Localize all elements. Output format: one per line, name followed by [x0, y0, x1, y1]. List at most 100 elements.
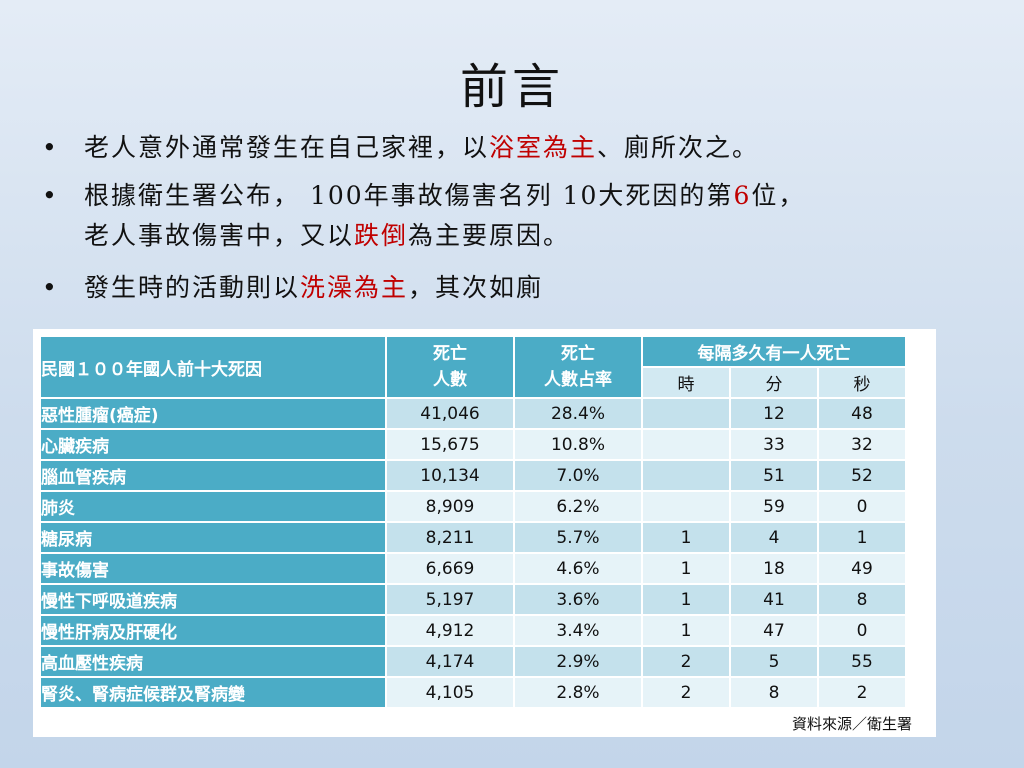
cell-cause: 糖尿病	[41, 523, 385, 552]
cell-deaths: 10,134	[387, 461, 513, 490]
bullet-2-text-mid: 位，	[751, 181, 806, 210]
cell-minute: 4	[731, 523, 817, 552]
bullet-1-text-end: 、廁所次之。	[597, 133, 760, 162]
bullet-2-line2-text: 老人事故傷害中，又以	[84, 221, 355, 250]
table-row: 慢性肝病及肝硬化 4,912 3.4% 1 47 0	[41, 616, 905, 645]
bullet-1-highlight: 浴室為主	[489, 133, 598, 162]
cell-share: 7.0%	[515, 461, 641, 490]
bullet-3-highlight: 洗澡為主	[300, 273, 409, 302]
table-row: 惡性腫瘤(癌症) 41,046 28.4% 12 48	[41, 399, 905, 428]
cell-hour	[643, 430, 729, 459]
cell-deaths: 8,909	[387, 492, 513, 521]
cell-second: 0	[819, 492, 905, 521]
cell-cause: 慢性下呼吸道疾病	[41, 585, 385, 614]
header-deaths: 死亡 人數	[387, 337, 513, 397]
bullet-2-text-end: 為主要原因。	[408, 221, 571, 250]
table-row: 肺炎 8,909 6.2% 59 0	[41, 492, 905, 521]
cell-share: 2.8%	[515, 678, 641, 707]
bullet-item-2: • 根據衛生署公布， 100年事故傷害名列 10大死因的第6位， 老人事故傷害中…	[40, 176, 990, 256]
bullet-3-text-end: ，其次如廁	[408, 273, 544, 302]
cell-minute: 8	[731, 678, 817, 707]
header-share: 死亡 人數占率	[515, 337, 641, 397]
cell-hour	[643, 399, 729, 428]
header-second: 秒	[819, 368, 905, 397]
cell-deaths: 4,105	[387, 678, 513, 707]
cell-second: 8	[819, 585, 905, 614]
cell-share: 4.6%	[515, 554, 641, 583]
bullet-1-text: 老人意外通常發生在自己家裡，以	[84, 133, 490, 162]
cell-share: 3.4%	[515, 616, 641, 645]
cell-hour: 2	[643, 647, 729, 676]
cell-minute: 5	[731, 647, 817, 676]
bullet-2-highlight-fall: 跌倒	[354, 221, 409, 250]
table-row: 高血壓性疾病 4,174 2.9% 2 5 55	[41, 647, 905, 676]
cell-cause: 慢性肝病及肝硬化	[41, 616, 385, 645]
bullet-2-highlight-rank: 6	[733, 181, 752, 210]
cell-share: 6.2%	[515, 492, 641, 521]
cell-deaths: 4,912	[387, 616, 513, 645]
header-deaths-line2: 人數	[433, 370, 467, 390]
header-interval: 每隔多久有一人死亡	[643, 337, 905, 366]
cell-second: 32	[819, 430, 905, 459]
header-deaths-line1: 死亡	[433, 344, 467, 364]
slide-title: 前言	[459, 59, 564, 115]
cell-hour: 2	[643, 678, 729, 707]
cell-hour: 1	[643, 585, 729, 614]
cell-minute: 33	[731, 430, 817, 459]
header-cause: 民國１００年國人前十大死因	[41, 337, 385, 397]
table-row: 事故傷害 6,669 4.6% 1 18 49	[41, 554, 905, 583]
cell-cause: 事故傷害	[41, 554, 385, 583]
cell-hour	[643, 461, 729, 490]
cell-deaths: 6,669	[387, 554, 513, 583]
cell-cause: 腦血管疾病	[41, 461, 385, 490]
cell-second: 52	[819, 461, 905, 490]
cell-deaths: 41,046	[387, 399, 513, 428]
cell-share: 5.7%	[515, 523, 641, 552]
bullet-dot: •	[42, 273, 59, 302]
table-row: 腦血管疾病 10,134 7.0% 51 52	[41, 461, 905, 490]
cell-deaths: 5,197	[387, 585, 513, 614]
cell-minute: 59	[731, 492, 817, 521]
header-share-line1: 死亡	[561, 344, 595, 364]
cell-second: 55	[819, 647, 905, 676]
cell-minute: 41	[731, 585, 817, 614]
bullet-item-1: • 老人意外通常發生在自己家裡，以浴室為主、廁所次之。	[40, 128, 990, 168]
cell-second: 2	[819, 678, 905, 707]
header-minute: 分	[731, 368, 817, 397]
header-share-line2: 人數占率	[544, 370, 612, 390]
bullet-dot: •	[42, 133, 59, 162]
cell-cause: 心臟疾病	[41, 430, 385, 459]
bullet-3-text: 發生時的活動則以	[84, 273, 301, 302]
table-row: 心臟疾病 15,675 10.8% 33 32	[41, 430, 905, 459]
table-source-note: 資料來源／衛生署	[791, 715, 912, 733]
table-row: 糖尿病 8,211 5.7% 1 4 1	[41, 523, 905, 552]
cell-minute: 18	[731, 554, 817, 583]
cell-minute: 51	[731, 461, 817, 490]
cell-share: 10.8%	[515, 430, 641, 459]
death-causes-table: 民國１００年國人前十大死因 死亡 人數 死亡 人數占率 每隔多久有一人死亡 時 …	[39, 335, 907, 709]
cell-hour: 1	[643, 523, 729, 552]
cell-deaths: 15,675	[387, 430, 513, 459]
bullet-2-text: 根據衛生署公布， 100年事故傷害名列 10大死因的第	[84, 181, 734, 210]
bullet-item-3: • 發生時的活動則以洗澡為主，其次如廁	[40, 268, 990, 308]
cell-share: 3.6%	[515, 585, 641, 614]
cell-deaths: 4,174	[387, 647, 513, 676]
cell-share: 28.4%	[515, 399, 641, 428]
cell-cause: 肺炎	[41, 492, 385, 521]
cell-minute: 47	[731, 616, 817, 645]
cell-second: 0	[819, 616, 905, 645]
bullet-list: • 老人意外通常發生在自己家裡，以浴室為主、廁所次之。 • 根據衛生署公布， 1…	[40, 128, 990, 308]
cell-cause: 高血壓性疾病	[41, 647, 385, 676]
cell-hour	[643, 492, 729, 521]
cell-cause: 惡性腫瘤(癌症)	[41, 399, 385, 428]
cell-second: 1	[819, 523, 905, 552]
cell-deaths: 8,211	[387, 523, 513, 552]
header-hour: 時	[643, 368, 729, 397]
table-row: 慢性下呼吸道疾病 5,197 3.6% 1 41 8	[41, 585, 905, 614]
cell-cause: 腎炎、腎病症候群及腎病變	[41, 678, 385, 707]
cell-minute: 12	[731, 399, 817, 428]
cell-second: 48	[819, 399, 905, 428]
cell-hour: 1	[643, 554, 729, 583]
table-row: 腎炎、腎病症候群及腎病變 4,105 2.8% 2 8 2	[41, 678, 905, 707]
cell-share: 2.9%	[515, 647, 641, 676]
